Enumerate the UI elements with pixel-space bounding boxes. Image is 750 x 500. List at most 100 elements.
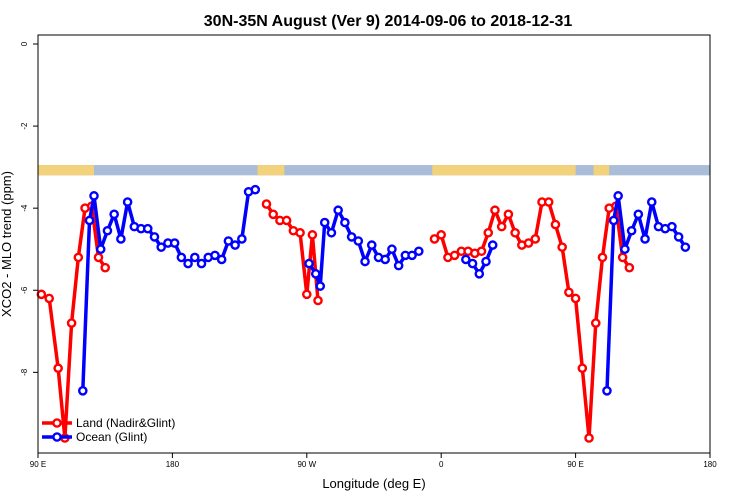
x-tick-label: 180: [703, 460, 717, 469]
series-line: [40, 204, 107, 440]
data-point: [156, 242, 166, 252]
data-point: [142, 223, 153, 234]
x-tick-label: 90 E: [567, 460, 583, 469]
data-point: [281, 215, 292, 226]
data-point: [360, 256, 370, 267]
data-point: [95, 244, 106, 255]
data-point: [613, 191, 623, 201]
data-point: [36, 289, 47, 300]
data-point: [216, 254, 227, 265]
data-point: [476, 246, 487, 257]
data-point: [474, 269, 485, 279]
data-point: [93, 252, 104, 263]
legend-swatch-marker: [52, 432, 62, 442]
data-point: [510, 227, 520, 238]
data-point: [44, 293, 55, 304]
x-axis-label: Longitude (deg E): [322, 476, 425, 491]
data-point: [189, 252, 200, 263]
data-point: [310, 269, 321, 279]
data-point: [78, 386, 88, 396]
ocean-band: [38, 165, 710, 176]
y-tick-label: -8: [20, 368, 29, 376]
data-point: [210, 250, 220, 261]
data-point: [626, 225, 637, 236]
data-point: [557, 242, 567, 252]
data-point: [530, 234, 541, 244]
data-point: [673, 232, 684, 242]
data-point: [620, 244, 630, 255]
legend-swatch-marker: [52, 418, 62, 428]
data-point: [436, 230, 447, 240]
data-point: [340, 217, 350, 228]
data-point: [326, 227, 337, 238]
data-point: [295, 227, 305, 238]
data-point: [461, 254, 471, 265]
data-point: [353, 236, 364, 246]
data-point: [261, 199, 272, 209]
chart-title: 30N-35N August (Ver 9) 2014-09-06 to 201…: [204, 13, 573, 30]
land-ocean-band: [38, 165, 710, 176]
data-point: [102, 225, 113, 236]
y-tick-label: -2: [20, 122, 29, 130]
data-point: [73, 252, 84, 263]
data-point: [196, 258, 207, 269]
legend-label: Land (Nadir&Glint): [76, 416, 175, 430]
data-point: [149, 232, 160, 242]
data-point: [176, 252, 187, 263]
y-tick-label: 0: [20, 41, 29, 46]
data-point: [680, 242, 691, 252]
data-point: [449, 250, 460, 261]
data-point: [429, 234, 440, 244]
data-point: [543, 197, 554, 207]
data-point: [667, 221, 677, 232]
land-band-segment-0: [38, 165, 94, 176]
data-point: [624, 262, 635, 273]
land-band-segment-3: [593, 165, 610, 176]
data-point: [487, 240, 498, 250]
data-point: [53, 363, 63, 374]
x-axis: 90 E 180 90 W 0 90 E 180: [30, 453, 717, 469]
data-point: [169, 238, 180, 248]
legend-label: Ocean (Glint): [76, 430, 147, 444]
data-point: [109, 209, 119, 220]
data-point: [393, 260, 404, 271]
data-point: [602, 386, 612, 396]
y-axis: 0 -2 -4 -6 -8: [20, 41, 38, 376]
x-tick-label: 0: [439, 460, 444, 469]
data-point: [304, 258, 314, 269]
x-tick-label: 90 W: [297, 460, 316, 469]
data-point: [183, 258, 193, 269]
data-point: [550, 219, 561, 230]
data-point: [84, 215, 95, 226]
data-point: [301, 289, 312, 300]
land-band-segment-2: [432, 165, 576, 176]
data-point: [315, 281, 326, 291]
data-point: [481, 256, 491, 267]
data-point: [590, 318, 601, 328]
data-point: [467, 258, 478, 269]
land-band-segment-1: [257, 165, 285, 176]
data-point: [597, 252, 608, 263]
data-point: [496, 221, 507, 232]
x-tick-label: 180: [166, 460, 180, 469]
data-point: [366, 240, 377, 250]
series-layer: [36, 184, 691, 443]
plot-frame: [37, 34, 711, 454]
data-point: [483, 227, 494, 238]
data-point: [223, 236, 234, 246]
data-point: [268, 209, 279, 220]
data-point: [237, 234, 247, 244]
data-point: [100, 262, 110, 273]
data-point: [346, 232, 357, 242]
data-point: [584, 433, 594, 443]
y-axis-label: XCO2 - MLO trend (ppm): [0, 171, 14, 317]
data-point: [250, 184, 261, 195]
y-tick-label: -4: [20, 204, 29, 212]
data-point: [66, 318, 77, 328]
data-point: [617, 252, 628, 263]
data-point: [333, 205, 343, 216]
data-point: [564, 287, 574, 298]
data-point: [230, 240, 240, 250]
data-point: [633, 209, 644, 220]
